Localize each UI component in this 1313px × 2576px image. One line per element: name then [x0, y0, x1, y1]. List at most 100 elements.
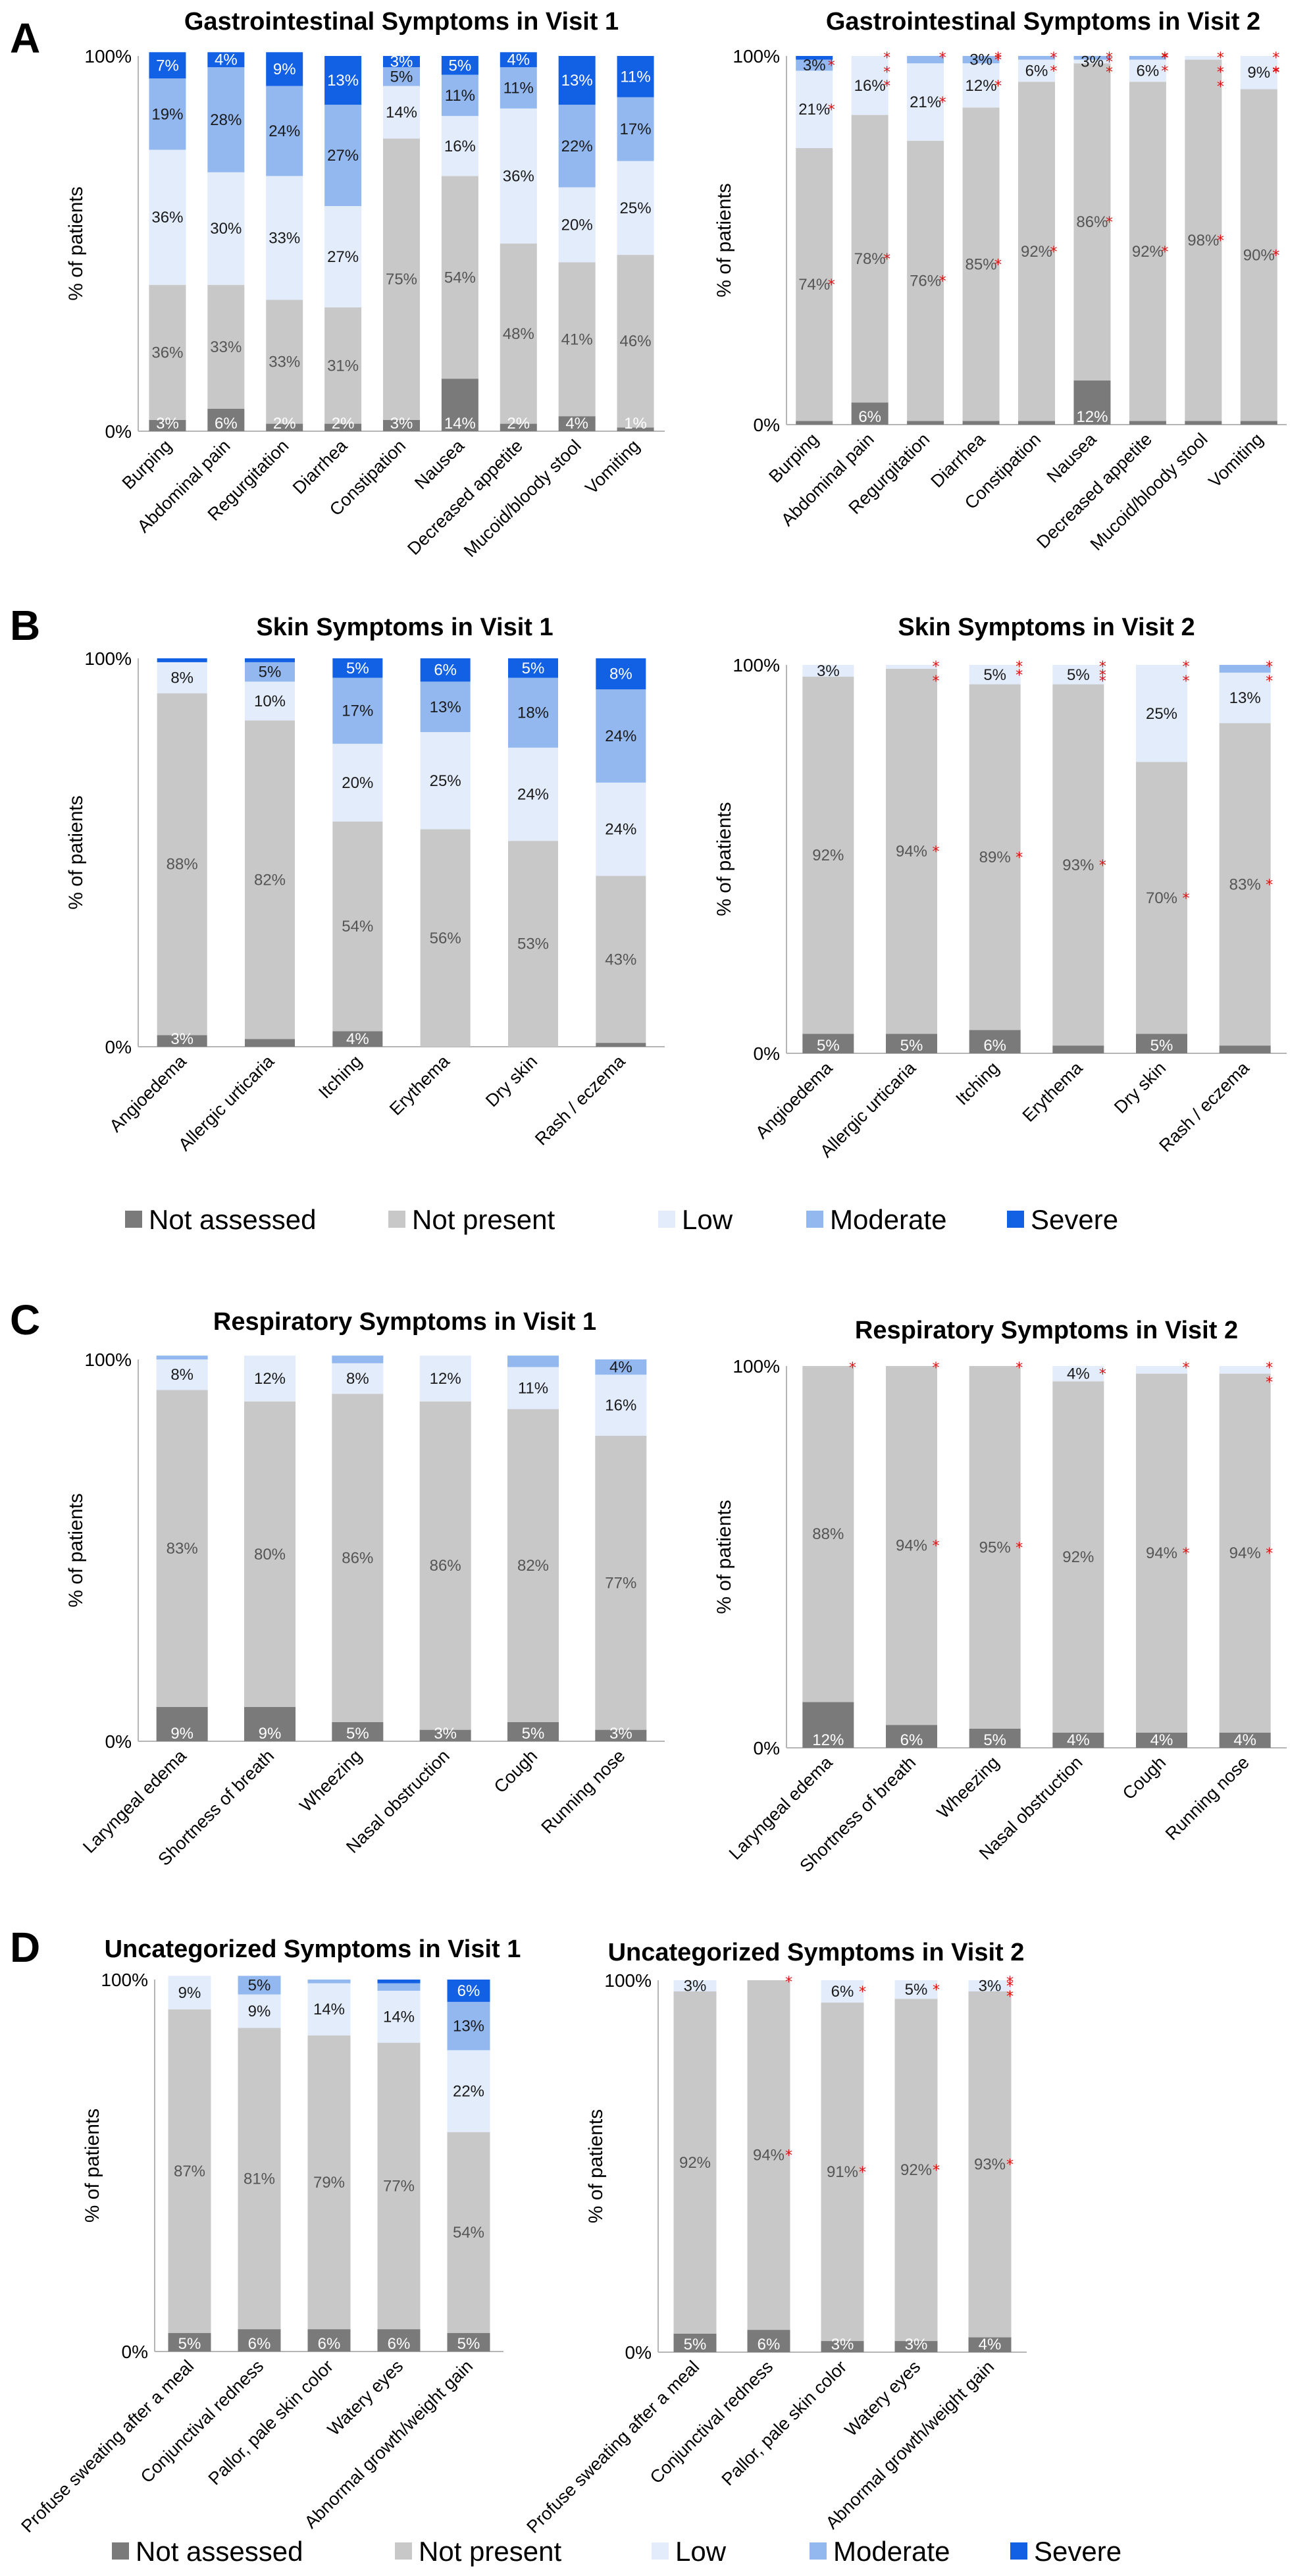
- bar-segment-severe: [324, 56, 362, 105]
- legend-bottom: Not assessed Not present Low Moderate Severe: [112, 2536, 1121, 2567]
- bar-segment-not_present: [507, 1409, 559, 1722]
- data-label: 5%: [817, 1037, 840, 1055]
- bar-segment-not_assessed: [245, 1039, 295, 1047]
- chart-skin-v1: B Skin Symptoms in Visit 1 100% 0% % of pati…: [10, 602, 665, 1155]
- data-label: 6%: [434, 662, 457, 679]
- bar-segment-low: [500, 108, 537, 244]
- data-label: 6%: [1137, 62, 1160, 80]
- legend-swatch: [112, 2542, 129, 2560]
- bar-segment-not_present: [266, 300, 303, 424]
- data-label: 53%: [517, 935, 549, 953]
- bar-segment-not_present: [244, 1401, 296, 1707]
- bar-segment-severe: [383, 56, 420, 68]
- data-label: 12%: [254, 1370, 286, 1388]
- bar-segment-low: [507, 1367, 559, 1409]
- data-label: 28%: [210, 111, 242, 129]
- bar-segment-severe: [207, 52, 245, 68]
- significance-star: *: [1183, 673, 1190, 690]
- data-label: 92%: [1132, 243, 1164, 261]
- data-label: 9%: [1247, 64, 1270, 82]
- significance-star: *: [1266, 659, 1273, 675]
- significance-star: *: [1099, 659, 1106, 675]
- legend-swatch: [806, 1211, 823, 1228]
- bar-segment-moderate: [962, 56, 1000, 64]
- significance-star: *: [1266, 877, 1273, 893]
- significance-star: *: [1217, 65, 1224, 81]
- bar-segment-low: [266, 176, 303, 300]
- bar-segment-not_assessed: [886, 1725, 937, 1748]
- x-tick-label: Nausea: [1043, 429, 1101, 486]
- data-label: 4%: [1233, 1731, 1256, 1749]
- x-tick-label: Erythema: [1019, 1057, 1087, 1126]
- x-tick-label: Erythema: [386, 1051, 454, 1119]
- bar-segment-not_present: [441, 176, 478, 379]
- chart-title: Uncategorized Symptoms in Visit 2: [608, 1939, 1025, 1966]
- bar-segment-low: [796, 70, 833, 148]
- bar-segment-moderate: [1073, 56, 1111, 60]
- data-label: 12%: [430, 1370, 461, 1388]
- bar-segment-not_assessed: [441, 379, 478, 431]
- panel-letter: A: [10, 14, 40, 62]
- bar-segment-not_present: [596, 876, 646, 1043]
- significance-star: *: [1266, 1546, 1273, 1562]
- chart-resp-v2: Respiratory Symptoms in Visit 2 100% 0% % o…: [713, 1317, 1287, 1876]
- bar-erythema: 93%5%****Erythema: [1019, 659, 1106, 1126]
- chart-unc-v1: D Uncategorized Symptoms in Visit 1 100% 0%…: [10, 1924, 521, 2537]
- legend-label: Severe: [1031, 1204, 1118, 1235]
- bar-segment-low: [238, 1994, 281, 2028]
- significance-star: *: [1050, 63, 1058, 80]
- bar-segment-severe: [796, 56, 833, 60]
- bar-segment-moderate: [500, 67, 537, 109]
- bar-segment-not_present: [420, 829, 471, 1047]
- data-label: 5%: [983, 666, 1006, 684]
- data-label: 92%: [900, 2161, 932, 2179]
- bar-segment-not_present: [968, 1991, 1012, 2338]
- bar-segment-moderate: [1219, 665, 1271, 673]
- x-tick-label: Dry skin: [482, 1051, 541, 1111]
- bar-segment-moderate: [332, 1355, 384, 1363]
- bar-segment-not_present: [238, 2028, 281, 2330]
- bar-segment-not_present: [307, 2035, 351, 2330]
- x-tick-label: Rash / eczema: [531, 1051, 629, 1149]
- data-label: 2%: [507, 415, 530, 433]
- data-label: 2%: [332, 415, 355, 433]
- data-label: 20%: [342, 774, 373, 792]
- bar-segment-not_present: [1219, 1373, 1271, 1733]
- bar-segment-moderate: [383, 67, 420, 86]
- data-label: 21%: [910, 93, 941, 111]
- data-label: 81%: [244, 2170, 275, 2188]
- significance-star: *: [1099, 1367, 1106, 1383]
- data-label: 5%: [900, 1037, 923, 1055]
- data-label: 4%: [1067, 1365, 1090, 1383]
- bar-segment-low: [377, 1990, 421, 2043]
- chart-title: Skin Symptoms in Visit 1: [256, 614, 553, 641]
- bar-segment-not_assessed: [1136, 1732, 1187, 1748]
- data-label: 5%: [390, 68, 413, 86]
- bar-segment-low: [558, 187, 596, 263]
- data-label: 54%: [444, 269, 476, 286]
- bar-segment-moderate: [245, 662, 295, 682]
- significance-star: *: [1006, 1989, 1014, 2005]
- bar-segment-not_present: [886, 1366, 937, 1725]
- data-label: 24%: [517, 786, 549, 804]
- bar-segment-not_present: [156, 1390, 208, 1707]
- data-label: 95%: [979, 1539, 1011, 1557]
- data-label: 13%: [561, 72, 593, 90]
- y-tick-0: 0%: [105, 1731, 132, 1752]
- data-label: 75%: [386, 271, 417, 288]
- data-label: 85%: [965, 255, 997, 273]
- bar-segment-moderate: [238, 1976, 281, 1995]
- bar-segment-not_present: [747, 1980, 790, 2330]
- bar-segment-moderate: [907, 56, 944, 64]
- bar-segment-not_assessed: [244, 1706, 296, 1741]
- bar-segment-not_present: [886, 668, 937, 1034]
- data-label: 20%: [561, 217, 593, 234]
- significance-star: *: [933, 844, 940, 860]
- legend-label: Not assessed: [136, 2536, 303, 2567]
- bar-segment-severe: [157, 658, 207, 662]
- data-label: 1%: [624, 415, 647, 433]
- data-label: 33%: [269, 354, 300, 371]
- x-tick-label: Decreased appetite: [403, 436, 527, 559]
- bar-wheezing: 5% 95% * * Wheezing: [933, 1360, 1023, 1822]
